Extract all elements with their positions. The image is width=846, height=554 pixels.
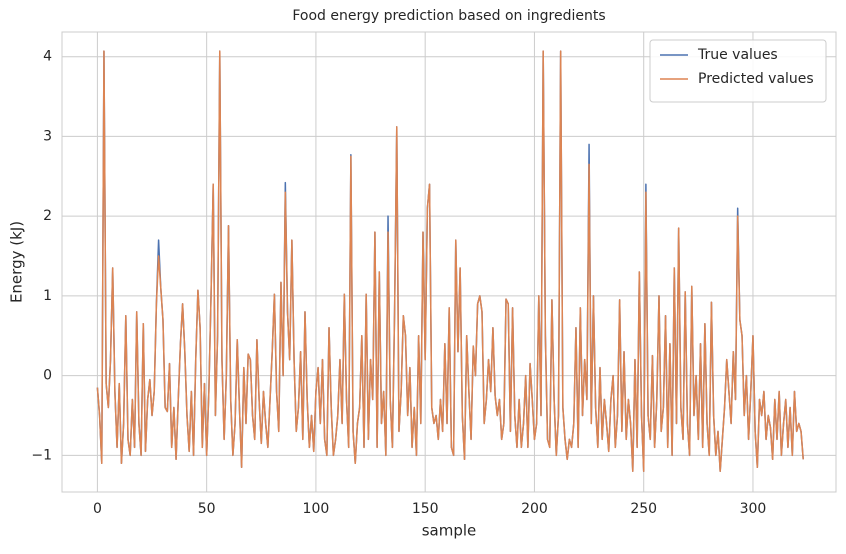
legend: True values Predicted values [649,39,827,103]
legend-box [649,39,827,103]
chart-title: Food energy prediction based on ingredie… [292,8,605,24]
x-tick-label: 200 [521,501,548,517]
y-tick-label: 0 [43,368,52,384]
y-tick-label: 2 [43,208,52,224]
x-tick-label: 250 [630,501,657,517]
x-tick-label: 300 [740,501,767,517]
series-line [96,50,804,473]
legend-label: Predicted values [698,71,814,87]
y-axis-label: Energy (kJ) [8,221,26,303]
x-tick-label: 150 [412,501,439,517]
y-tick-label: 4 [43,49,52,65]
plot-frame [61,31,837,493]
x-axis-label: sample [422,522,477,540]
y-tick-label: 3 [43,128,52,144]
y-tick-label: −1 [31,447,52,463]
x-tick-label: 100 [303,501,330,517]
x-tick-label: 50 [198,501,216,517]
y-tick-label: 1 [43,288,52,304]
legend-label: True values [697,47,778,63]
x-tick-label: 0 [93,501,102,517]
